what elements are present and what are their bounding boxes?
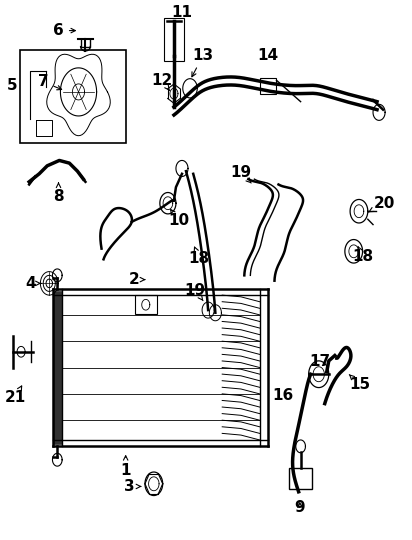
Text: 20: 20 (368, 195, 395, 212)
Text: 21: 21 (5, 386, 26, 404)
Text: 2: 2 (128, 272, 145, 287)
Text: 1: 1 (120, 456, 131, 478)
Bar (260, 78, 276, 93)
Text: 19: 19 (185, 283, 206, 301)
Text: 8: 8 (53, 183, 64, 204)
Bar (20, 50, 126, 143)
Text: 10: 10 (168, 210, 190, 228)
Text: 14: 14 (257, 48, 278, 63)
Text: 15: 15 (349, 375, 371, 393)
Text: 6: 6 (53, 23, 75, 38)
Text: 5: 5 (7, 78, 18, 93)
Text: 19: 19 (231, 165, 252, 183)
Text: 3: 3 (124, 479, 141, 494)
Text: 18: 18 (189, 247, 210, 266)
Text: 11: 11 (171, 5, 192, 20)
Text: 18: 18 (352, 246, 374, 264)
Text: 13: 13 (192, 48, 214, 77)
Text: 16: 16 (272, 388, 293, 403)
Bar (164, 18, 184, 60)
Text: 9: 9 (295, 501, 305, 515)
Text: 12: 12 (151, 73, 173, 91)
Text: 4: 4 (25, 276, 41, 291)
Text: 7: 7 (38, 75, 62, 90)
Text: 17: 17 (309, 354, 330, 369)
Bar (289, 468, 312, 489)
Bar (134, 295, 157, 314)
